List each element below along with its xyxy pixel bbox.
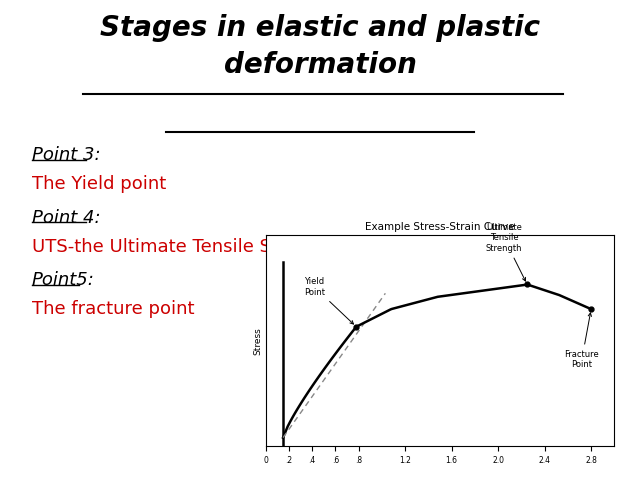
Text: Point5:: Point5:: [32, 271, 95, 289]
Text: Fracture
Point: Fracture Point: [564, 313, 599, 369]
Text: The Yield point: The Yield point: [32, 175, 166, 193]
Text: The fracture point: The fracture point: [32, 300, 195, 318]
Title: Example Stress-Strain Curve: Example Stress-Strain Curve: [365, 222, 515, 232]
Y-axis label: Stress: Stress: [254, 327, 263, 355]
Text: Point 3:: Point 3:: [32, 146, 100, 164]
Text: Ultimate
Tensile
Strength: Ultimate Tensile Strength: [486, 223, 525, 281]
Text: Point 4:: Point 4:: [32, 209, 100, 227]
Text: UTS-the Ultimate Tensile Strength: UTS-the Ultimate Tensile Strength: [32, 238, 337, 255]
Text: Stages in elastic and plastic
deformation: Stages in elastic and plastic deformatio…: [100, 14, 540, 79]
Text: Yield
Point: Yield Point: [304, 277, 353, 324]
